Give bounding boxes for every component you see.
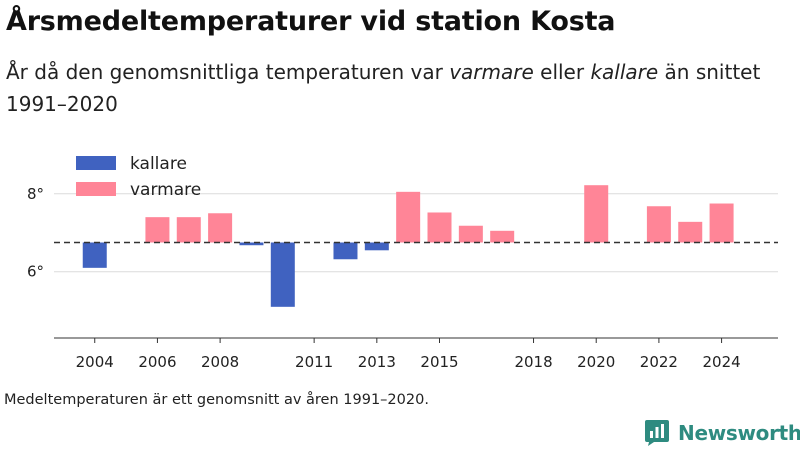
x-tick-label: 2024 [702, 353, 740, 371]
subtitle-part3: än snittet 1991–2020 [6, 60, 761, 116]
bar-2013 [364, 242, 389, 251]
x-tick-label: 2004 [76, 353, 114, 371]
bar-2023 [678, 221, 703, 243]
bar-2006 [145, 217, 170, 243]
bar-2004 [82, 242, 107, 268]
bar-2007 [176, 217, 201, 243]
newsworthy-logo-icon [645, 420, 669, 446]
x-tick-label: 2013 [358, 353, 396, 371]
subtitle-part1: År då den genomsnittliga temperaturen va… [6, 60, 450, 84]
chart-title: Årsmedeltemperaturer vid station Kosta [6, 6, 616, 37]
legend-swatch-kallare [76, 156, 116, 170]
subtitle-cold-word: kallare [590, 60, 659, 84]
brand-name: Newsworthy [678, 421, 800, 445]
bar-2012 [333, 242, 358, 260]
footnote: Medeltemperaturen är ett genomsnitt av å… [4, 392, 429, 408]
bar-2020 [584, 185, 609, 243]
y-tick-label: 6° [27, 263, 44, 281]
x-tick-label: 2022 [640, 353, 678, 371]
x-tick-label: 2008 [201, 353, 239, 371]
bar-2014 [396, 191, 421, 243]
bar-2010 [270, 242, 295, 307]
chart-subtitle: År då den genomsnittliga temperaturen va… [6, 56, 786, 120]
bar-2008 [208, 213, 233, 243]
subtitle-part2: eller [533, 60, 591, 84]
x-tick-label: 2006 [138, 353, 176, 371]
legend-label-kallare: kallare [130, 154, 187, 174]
bar-2009 [239, 242, 264, 246]
brand-logo: Newsworthy [644, 419, 800, 447]
legend-swatch-varmare [76, 182, 116, 196]
y-tick-label: 8° [27, 185, 44, 203]
legend-label-varmare: varmare [130, 180, 201, 200]
bar-2016 [458, 225, 483, 243]
bar-2024 [709, 203, 734, 243]
x-tick-label: 2011 [295, 353, 333, 371]
x-tick-label: 2020 [577, 353, 615, 371]
bar-2022 [646, 206, 671, 243]
subtitle-warm-word: varmare [449, 60, 534, 84]
bar-2017 [490, 230, 515, 243]
x-tick-label: 2015 [420, 353, 458, 371]
x-tick-label: 2018 [514, 353, 552, 371]
bar-2015 [427, 212, 452, 243]
